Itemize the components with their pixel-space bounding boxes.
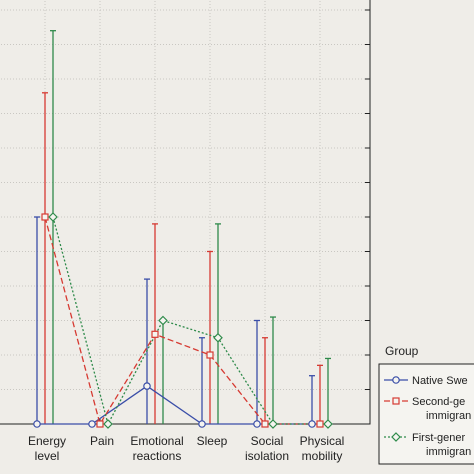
plot-frame [0, 0, 371, 425]
legend-label: First-gener [412, 432, 466, 444]
data-point [151, 330, 159, 338]
legend-label-line2: immigran [426, 410, 471, 422]
data-point [198, 420, 206, 428]
data-point [253, 420, 261, 428]
y-axis-ticks [365, 9, 370, 425]
data-point [41, 213, 49, 221]
x-axis-ticks [44, 419, 321, 424]
x-tick-label: Sleep [197, 434, 228, 448]
data-point [48, 212, 58, 222]
grid [0, 0, 370, 425]
x-axis-labels: Energy level Pain Emotional reactions Sleep So… [28, 434, 344, 463]
data-point [261, 420, 269, 428]
data-point [206, 351, 214, 359]
data-point [268, 419, 278, 429]
legend-label: Second-ge [412, 396, 465, 408]
legend-label: Native Swe [412, 375, 468, 387]
data-point [323, 419, 333, 429]
data-point [33, 420, 41, 428]
data-point [143, 382, 151, 390]
data-point [88, 420, 96, 428]
series-line [44, 216, 320, 426]
legend-swatch-marker [391, 432, 401, 442]
x-tick-label: Social isolation [245, 434, 289, 463]
legend-label-line2: immigran [426, 446, 471, 458]
data-point [103, 419, 113, 429]
series-line [37, 385, 312, 425]
legend-swatch-marker [392, 376, 400, 384]
x-tick-label: Physical mobility [300, 434, 345, 463]
data-point [213, 332, 223, 343]
legend-swatch-marker [392, 397, 400, 405]
legend: Group Native Swe Second-ge immigran First-g… [378, 344, 474, 465]
x-tick-label: Pain [90, 434, 114, 448]
data-point [158, 315, 168, 326]
legend-title: Group [385, 344, 419, 358]
x-tick-label: Energy level [28, 434, 66, 463]
series-lines [37, 216, 328, 426]
data-point [96, 420, 104, 428]
series-markers [33, 212, 333, 429]
data-point [316, 420, 324, 428]
error-bars [34, 30, 331, 424]
data-point [308, 420, 316, 428]
x-tick-label: Emotional reactions [130, 434, 183, 463]
series-line [52, 216, 328, 426]
